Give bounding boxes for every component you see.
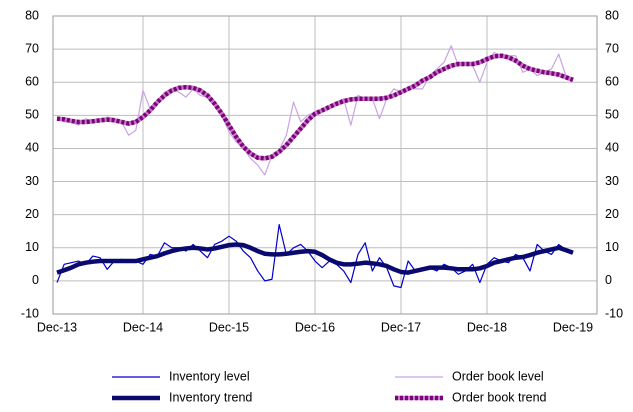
x-tick-label: Dec-19 <box>553 320 593 334</box>
y-tick-label: 50 <box>25 108 39 122</box>
x-tick-label: Dec-14 <box>123 320 163 334</box>
y2-tick-label: 10 <box>605 240 619 254</box>
y-tick-label: 0 <box>32 273 39 287</box>
y-tick-label: 10 <box>25 240 39 254</box>
y2-tick-label: 70 <box>605 41 619 55</box>
series-line <box>56 242 574 275</box>
legend-label: Inventory level <box>169 369 250 383</box>
x-tick-label: Dec-17 <box>381 320 421 334</box>
plot-frame <box>52 15 598 315</box>
y2-tick-label: 40 <box>605 141 619 155</box>
y2-tick-label: 60 <box>605 75 619 89</box>
y2-tick-label: -10 <box>605 306 623 320</box>
x-tick-label: Dec-15 <box>209 320 249 334</box>
x-tick-label: Dec-16 <box>295 320 335 334</box>
y2-tick-label: 0 <box>605 273 612 287</box>
y-tick-label: 40 <box>25 141 39 155</box>
x-tick-label: Dec-13 <box>37 320 77 334</box>
y-tick-label: 80 <box>25 8 39 22</box>
y-tick-label: 20 <box>25 207 39 221</box>
y-tick-label: 30 <box>25 174 39 188</box>
legend-label: Inventory trend <box>169 390 252 404</box>
y2-tick-label: 30 <box>605 174 619 188</box>
legend-label: Order book trend <box>452 390 547 404</box>
y-tick-label: 70 <box>25 41 39 55</box>
y2-tick-label: 20 <box>605 207 619 221</box>
series-line <box>56 53 574 161</box>
x-tick-label: Dec-18 <box>467 320 507 334</box>
y-tick-label: 60 <box>25 75 39 89</box>
y-tick-label: -10 <box>21 306 39 320</box>
y2-tick-label: 80 <box>605 8 619 22</box>
y2-tick-label: 50 <box>605 108 619 122</box>
legend-label: Order book level <box>452 369 544 383</box>
